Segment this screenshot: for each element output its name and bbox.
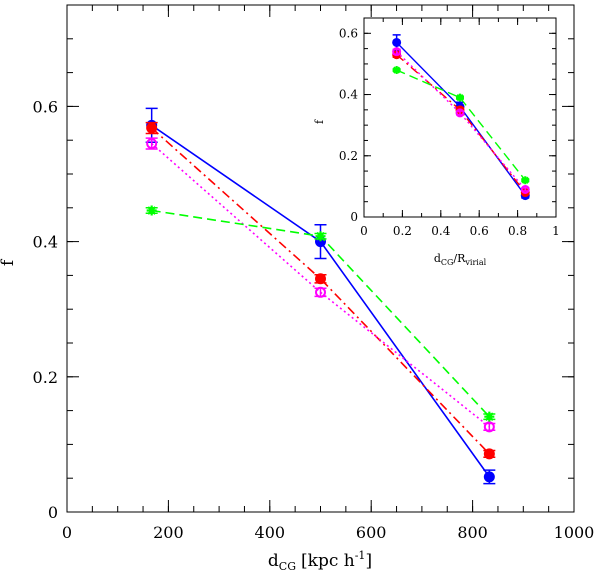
main-point-red	[146, 122, 158, 134]
inset-x-tick-label: 0.4	[431, 224, 450, 238]
main-y-tick-label: 0.2	[33, 368, 58, 387]
main-x-tick-label: 0	[62, 523, 72, 542]
inset-point-green	[456, 93, 464, 102]
main-point-blue	[483, 471, 495, 483]
main-x-tick-label: 800	[457, 523, 488, 542]
main-plot: 0 200 400 600 800 1000 0 0.2 0.4 0.6 dCG [kpc h-1]…	[0, 4, 595, 573]
main-point-red	[483, 448, 495, 460]
inset-point-green	[521, 176, 530, 185]
main-y-tick-label: 0	[48, 503, 58, 522]
inset-y-tick-label: 0.6	[339, 26, 358, 40]
inset-x-tick-label: 1	[552, 224, 560, 238]
main-point-magenta	[146, 138, 158, 150]
main-point-red	[315, 273, 326, 285]
main-x-tick-label: 400	[255, 523, 286, 542]
inset-x-tick-label: 0.6	[470, 224, 489, 238]
main-series-line-red	[151, 127, 490, 455]
main-point-magenta	[483, 421, 495, 433]
inset-y-tick-label: 0.2	[339, 149, 358, 163]
main-ticks	[66, 4, 575, 513]
inset-y-tick-label: 0.4	[339, 88, 358, 102]
inset-x-tick-label: 0	[360, 224, 368, 238]
main-point-green	[146, 205, 157, 216]
inset-point-blue	[392, 37, 402, 47]
inset-point-magenta	[520, 184, 530, 194]
inset-plot: 0 0.2 0.4 0.6 0.8 1 0 0.2 0.4 0.6 dCG/Rvirial f	[313, 17, 560, 267]
inset-x-tick-label: 0.2	[393, 224, 412, 238]
inset-y-axis-label: f	[313, 119, 326, 124]
inset-y-tick-label: 0	[350, 210, 358, 224]
main-x-tick-label: 1000	[554, 523, 595, 542]
main-y-axis-label: f	[0, 258, 18, 266]
inset-ticks	[363, 17, 557, 218]
inset-point-magenta	[392, 47, 402, 57]
inset-x-tick-label: 0.8	[508, 224, 527, 238]
main-point-green	[315, 231, 326, 242]
main-x-axis-label: dCG [kpc h-1]	[268, 549, 372, 573]
main-tick-labels: 0 200 400 600 800 1000 0 0.2 0.4 0.6	[33, 97, 595, 542]
main-point-magenta	[315, 286, 326, 298]
main-y-tick-label: 0.4	[33, 233, 58, 252]
main-point-green	[484, 411, 495, 422]
main-x-tick-label: 200	[153, 523, 184, 542]
inset-x-axis-label: dCG/Rvirial	[434, 252, 487, 267]
main-series	[145, 107, 496, 485]
inset-tick-labels: 0 0.2 0.4 0.6 0.8 1 0 0.2 0.4 0.6	[339, 26, 560, 238]
inset-point-magenta	[455, 108, 465, 118]
main-x-tick-label: 600	[356, 523, 387, 542]
inset-series-line-magenta	[396, 51, 526, 190]
inset-point-green	[392, 66, 401, 75]
inset-series	[392, 34, 530, 201]
main-y-tick-label: 0.6	[33, 97, 58, 116]
